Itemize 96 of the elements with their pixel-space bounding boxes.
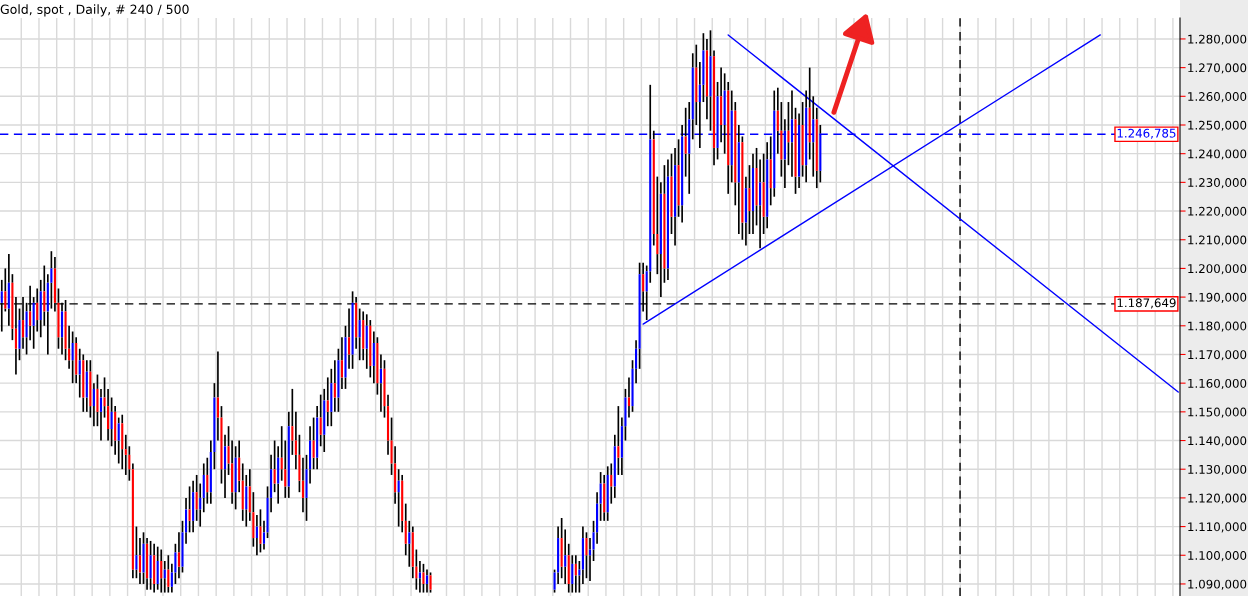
candlestick — [610, 462, 613, 505]
candlestick — [75, 336, 78, 384]
candlestick — [156, 545, 159, 591]
y-tick-label: 1.170,000 — [1188, 350, 1247, 361]
candlestick — [769, 135, 772, 207]
candlestick — [153, 542, 156, 594]
candlestick — [776, 86, 779, 155]
y-tick-label: 1.230,000 — [1188, 178, 1247, 189]
candlestick — [815, 106, 818, 189]
candlestick — [712, 49, 716, 166]
y-tick-label: 1.190,000 — [1188, 292, 1247, 303]
candlestick — [755, 147, 758, 227]
candlestick — [319, 393, 322, 448]
candlestick — [659, 181, 662, 298]
candlestick — [666, 158, 670, 281]
candlestick — [323, 388, 326, 453]
y-tick-label: 1.210,000 — [1188, 235, 1247, 246]
candlestick — [277, 445, 280, 505]
y-tick-label: 1.160,000 — [1188, 378, 1247, 390]
ref-line-label: 1.187,649 — [1117, 298, 1176, 309]
candlestick — [748, 164, 751, 235]
candlestick — [766, 141, 769, 230]
y-tick-label: 1.130,000 — [1188, 464, 1247, 476]
candlestick — [751, 152, 755, 235]
candlestick — [673, 147, 677, 247]
candlestick — [255, 514, 258, 557]
candlestick — [231, 439, 234, 505]
candlestick — [287, 411, 290, 499]
candlestick — [759, 158, 762, 250]
candlestick — [705, 38, 708, 121]
candlestick — [131, 462, 134, 580]
candlestick — [425, 568, 429, 594]
candlestick — [78, 347, 81, 399]
candlestick — [121, 413, 124, 471]
candlestick — [223, 433, 227, 499]
candlestick — [316, 405, 319, 471]
candlestick — [571, 554, 574, 594]
candlestick — [82, 353, 85, 413]
candlestick — [202, 462, 205, 514]
candlestick — [358, 307, 361, 362]
candlestick — [92, 382, 95, 428]
candlestick — [280, 425, 283, 482]
candlestick — [727, 81, 730, 195]
candlestick — [301, 456, 305, 514]
candlestick — [372, 330, 375, 384]
candlestick — [379, 353, 382, 413]
candlestick — [394, 445, 397, 505]
candlestick — [411, 525, 414, 580]
candlestick — [362, 310, 365, 362]
candlestick — [167, 554, 170, 594]
y-tick-label: 1.280,000 — [1188, 34, 1247, 45]
candlestick — [581, 525, 584, 585]
candlestick — [606, 465, 609, 522]
candlestick — [114, 405, 117, 456]
candlestick — [192, 479, 195, 534]
candlestick — [787, 101, 790, 166]
candlestick — [124, 433, 127, 476]
y-tick-label: 1.270,000 — [1188, 63, 1247, 74]
candlestick — [99, 388, 103, 442]
y-tick-label: 1.200,000 — [1188, 264, 1247, 275]
candlestick — [603, 474, 606, 522]
y-tick-label: 1.260,000 — [1188, 92, 1247, 103]
ref-line-label: 1.246,785 — [1117, 128, 1176, 139]
y-tick-label: 1.090,000 — [1188, 579, 1247, 590]
candlestick — [720, 66, 723, 144]
candlestick — [177, 531, 181, 580]
candlestick — [117, 416, 120, 465]
y-tick-label: 1.240,000 — [1188, 149, 1247, 160]
y-tick-label: 1.180,000 — [1188, 321, 1247, 332]
candlestick — [330, 367, 333, 428]
candlestick — [107, 388, 110, 442]
y-tick-label: 1.250,000 — [1188, 120, 1247, 131]
y-tick-label: 1.120,000 — [1188, 493, 1247, 504]
candlestick — [401, 474, 404, 534]
candlestick — [613, 433, 616, 499]
candlestick — [709, 29, 712, 132]
y-tick-label: 1.140,000 — [1188, 436, 1247, 447]
candlestick — [160, 548, 163, 594]
candlestick — [408, 520, 411, 568]
candlestick — [574, 554, 577, 594]
y-tick-label: 1.150,000 — [1188, 407, 1247, 418]
candlestick — [145, 537, 149, 591]
y-tick-label: 1.110,000 — [1188, 522, 1247, 533]
chart-title: Gold, spot , Daily, # 240 / 500 — [0, 4, 189, 17]
candlestick — [567, 542, 570, 594]
candlestick — [138, 537, 142, 585]
candlestick — [744, 175, 747, 247]
candlestick — [238, 439, 241, 493]
candlestick — [333, 359, 336, 413]
y-tick-label: 1.220,000 — [1188, 206, 1247, 217]
candlestick — [564, 528, 567, 585]
candlestick — [418, 560, 421, 594]
candlestick — [347, 307, 351, 370]
y-tick-label: 1.100,000 — [1188, 550, 1247, 562]
candlestick — [85, 359, 88, 413]
candlestick — [340, 336, 344, 390]
